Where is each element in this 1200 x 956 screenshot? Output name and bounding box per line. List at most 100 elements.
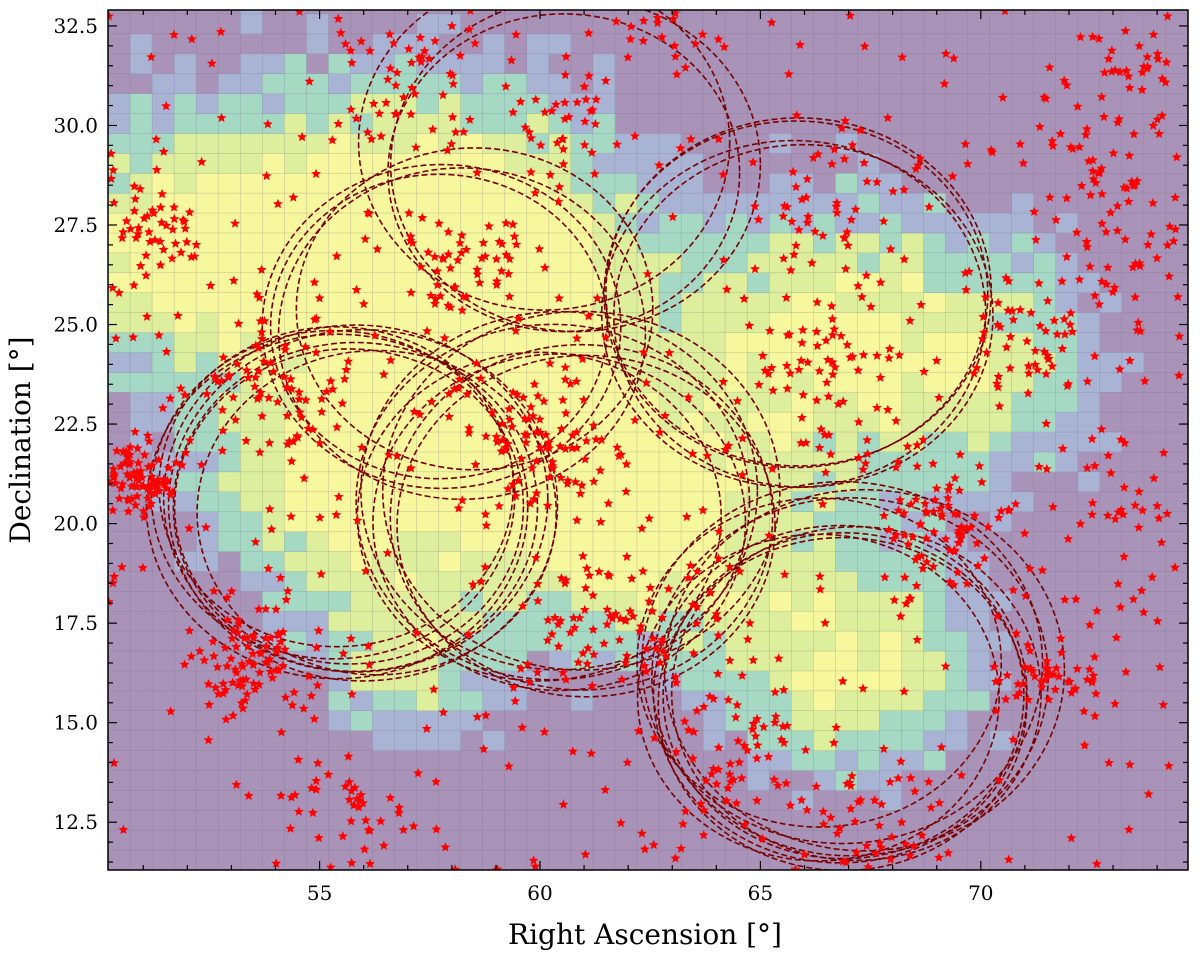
star-markers	[108, 10, 1185, 870]
star-marker	[875, 277, 886, 287]
star-marker	[523, 414, 534, 424]
star-marker	[920, 506, 931, 516]
star-marker	[838, 396, 849, 406]
density-cell	[769, 670, 792, 692]
star-marker	[626, 573, 637, 583]
star-marker	[191, 239, 202, 250]
density-cell	[350, 412, 373, 433]
star-marker	[1025, 645, 1035, 655]
star-marker	[122, 469, 133, 479]
density-cell	[152, 372, 175, 393]
density-cell	[372, 73, 395, 94]
star-marker	[542, 635, 553, 645]
density-cell	[284, 611, 307, 632]
star-marker	[708, 693, 719, 703]
density-cell	[901, 651, 924, 672]
star-marker	[850, 204, 861, 214]
star-marker	[826, 159, 837, 169]
star-marker	[823, 429, 834, 440]
star-marker	[811, 395, 822, 405]
star-marker	[1079, 706, 1089, 716]
density-cell	[306, 252, 329, 274]
star-marker	[1040, 674, 1051, 685]
density-cell	[350, 690, 373, 712]
star-marker	[265, 632, 276, 643]
star-marker	[1099, 111, 1109, 122]
star-marker	[167, 224, 178, 234]
star-marker	[832, 828, 843, 838]
star-marker	[309, 277, 320, 287]
density-cell	[659, 432, 682, 453]
density-cell	[372, 193, 395, 214]
star-marker	[281, 594, 292, 604]
star-marker	[808, 152, 819, 163]
search-circle	[641, 480, 1044, 845]
density-cell	[240, 471, 263, 493]
star-marker	[896, 756, 906, 766]
density-cell	[747, 312, 770, 333]
star-marker	[878, 216, 889, 226]
density-cell	[548, 232, 572, 254]
density-cell	[1033, 432, 1057, 453]
density-cell	[747, 631, 770, 652]
star-marker	[228, 625, 239, 635]
density-cell	[108, 232, 131, 254]
density-cell	[196, 193, 219, 214]
star-marker	[688, 648, 699, 658]
star-marker	[1023, 694, 1034, 704]
star-marker	[962, 578, 972, 588]
star-marker	[466, 10, 475, 15]
star-marker	[398, 824, 409, 835]
density-cell	[108, 133, 131, 154]
star-marker	[1130, 500, 1141, 510]
star-marker	[1091, 688, 1101, 698]
star-marker	[573, 657, 584, 667]
star-marker	[548, 463, 558, 473]
density-cell	[460, 153, 483, 174]
density-cell	[659, 511, 682, 532]
density-cell	[945, 651, 968, 672]
star-marker	[161, 101, 171, 111]
star-marker	[109, 757, 119, 768]
density-cell	[108, 332, 131, 353]
star-marker	[1120, 25, 1131, 36]
star-marker	[323, 769, 334, 779]
star-marker	[403, 43, 414, 54]
density-cell	[548, 272, 572, 293]
star-marker	[696, 798, 706, 808]
density-cell	[614, 491, 638, 512]
density-cell	[747, 412, 770, 433]
star-marker	[186, 651, 197, 661]
star-marker	[740, 819, 751, 829]
density-cell	[174, 272, 197, 293]
star-marker	[161, 483, 172, 493]
star-marker	[450, 127, 461, 137]
density-cell	[130, 372, 153, 393]
density-cell	[394, 392, 417, 413]
star-marker	[1045, 669, 1056, 679]
density-cell	[791, 591, 814, 612]
star-marker	[797, 324, 808, 335]
star-marker	[141, 250, 151, 260]
density-cell	[306, 611, 329, 632]
density-cell	[857, 153, 880, 174]
star-marker	[513, 475, 524, 485]
star-marker	[556, 573, 567, 583]
star-marker	[858, 349, 869, 360]
star-marker	[575, 488, 586, 498]
star-marker	[603, 569, 613, 579]
star-marker	[215, 26, 226, 37]
density-cell	[592, 252, 616, 274]
density-cell	[769, 551, 792, 572]
y-tick-label: 20.0	[53, 512, 98, 536]
star-marker	[648, 633, 658, 643]
star-marker	[910, 554, 921, 565]
density-cell	[725, 591, 748, 612]
star-marker	[641, 643, 652, 654]
star-marker	[1130, 292, 1141, 302]
density-cell	[636, 193, 660, 214]
star-marker	[1158, 699, 1169, 710]
density-cell	[791, 252, 814, 274]
density-cell	[482, 193, 506, 214]
star-marker	[1065, 319, 1076, 329]
